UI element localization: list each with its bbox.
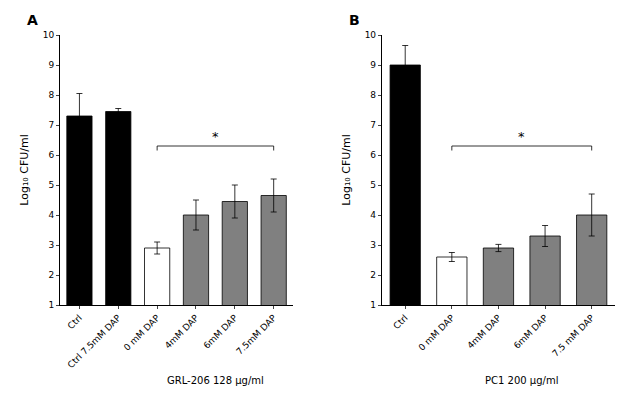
- svg-text:10: 10: [43, 30, 55, 40]
- svg-text:Log₁₀ CFU/ml: Log₁₀ CFU/ml: [340, 134, 353, 206]
- svg-text:8: 8: [370, 90, 376, 100]
- svg-text:9: 9: [370, 60, 376, 70]
- svg-text:10: 10: [365, 30, 377, 40]
- svg-text:4: 4: [48, 210, 54, 220]
- svg-text:4mM DAP: 4mM DAP: [465, 312, 503, 350]
- svg-text:PC1 200 μg/ml: PC1 200 μg/ml: [485, 375, 558, 386]
- svg-text:3: 3: [370, 240, 376, 250]
- svg-text:2: 2: [370, 270, 376, 280]
- svg-text:4mM DAP: 4mM DAP: [163, 312, 201, 350]
- svg-text:3: 3: [48, 240, 54, 250]
- svg-text:1: 1: [48, 300, 54, 310]
- svg-text:Ctrl: Ctrl: [391, 313, 409, 331]
- svg-text:*: *: [518, 129, 525, 144]
- svg-text:1: 1: [370, 300, 376, 310]
- svg-text:Ctrl 7.5mM DAP: Ctrl 7.5mM DAP: [66, 312, 124, 370]
- svg-text:GRL-206 128 μg/ml: GRL-206 128 μg/ml: [167, 375, 264, 386]
- svg-text:*: *: [212, 129, 219, 144]
- svg-text:6: 6: [370, 150, 376, 160]
- svg-text:0 mM DAP: 0 mM DAP: [122, 312, 162, 352]
- svg-text:8: 8: [48, 90, 54, 100]
- svg-text:7.5mM DAP: 7.5mM DAP: [234, 312, 278, 356]
- svg-text:7.5 mM DAP: 7.5 mM DAP: [550, 312, 596, 358]
- svg-text:4: 4: [370, 210, 376, 220]
- svg-text:2: 2: [48, 270, 54, 280]
- svg-text:Log₁₀ CFU/ml: Log₁₀ CFU/ml: [18, 134, 31, 206]
- svg-text:6mM DAP: 6mM DAP: [202, 312, 240, 350]
- svg-text:B: B: [349, 12, 360, 28]
- svg-text:6: 6: [48, 150, 54, 160]
- svg-text:5: 5: [48, 180, 54, 190]
- svg-text:Ctrl: Ctrl: [66, 313, 84, 331]
- svg-text:A: A: [27, 12, 38, 28]
- svg-text:6mM DAP: 6mM DAP: [512, 312, 550, 350]
- svg-text:7: 7: [48, 120, 54, 130]
- svg-text:0 mM DAP: 0 mM DAP: [417, 312, 457, 352]
- svg-text:5: 5: [370, 180, 376, 190]
- svg-text:9: 9: [48, 60, 54, 70]
- svg-text:7: 7: [370, 120, 376, 130]
